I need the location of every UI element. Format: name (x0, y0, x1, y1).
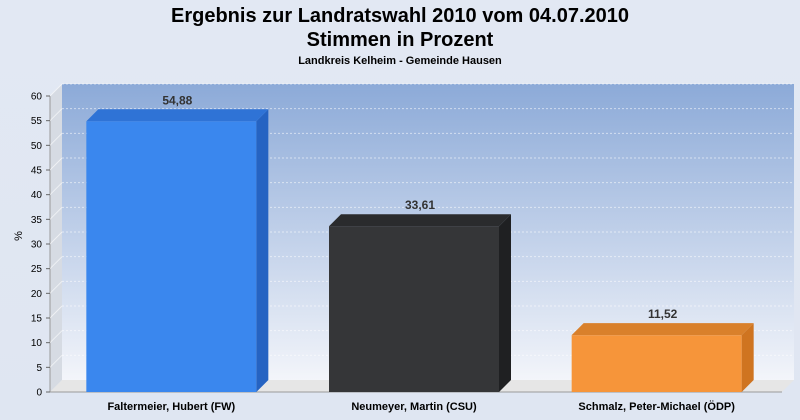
y-tick-label: 45 (31, 166, 43, 177)
bar (86, 121, 257, 392)
y-tick-label: 40 (31, 190, 43, 201)
bar-top (329, 214, 511, 227)
y-tick-label: 5 (36, 363, 42, 374)
y-tick-label: 20 (31, 289, 43, 300)
gridline-side (49, 231, 63, 245)
y-axis-label: % (13, 231, 25, 241)
gridline-side (49, 354, 63, 368)
bar-side (741, 323, 754, 392)
bar-side (256, 109, 269, 392)
bar-side (499, 214, 511, 392)
gridline-side (49, 330, 63, 344)
y-tick-label: 60 (31, 92, 43, 103)
y-tick-label: 0 (36, 388, 42, 399)
gridline-side (49, 132, 63, 146)
x-tick-label: Schmalz, Peter-Michael (ÖDP) (578, 400, 735, 413)
y-tick-label: 55 (31, 116, 43, 127)
y-tick-label: 25 (31, 264, 43, 275)
data-label: 33,61 (405, 198, 435, 212)
bar (571, 335, 742, 392)
y-tick-label: 35 (31, 215, 43, 226)
plot-area: 0 5 10 15 20 25 30 35 40 45 50 55 60 54,88 Faltermeier… (31, 83, 794, 413)
y-tick-label: 10 (31, 338, 43, 349)
x-tick-label: Faltermeier, Hubert (FW) (107, 401, 235, 413)
data-label: 54,88 (162, 93, 192, 107)
gridline-side (49, 182, 63, 196)
y-tick-label: 15 (31, 314, 43, 325)
gridline-side (49, 305, 63, 319)
bar-top (571, 323, 754, 336)
y-tick-label: 30 (31, 240, 43, 251)
gridline-side (49, 256, 63, 270)
chart-title: Ergebnis zur Landratswahl 2010 vom 04.07… (171, 5, 629, 27)
data-label: 11,52 (648, 307, 678, 321)
chart-title-line2: Stimmen in Prozent (307, 29, 494, 51)
chart-subtitle: Landkreis Kelheim - Gemeinde Hausen (298, 55, 502, 67)
gridline-side (49, 280, 63, 294)
x-tick-label: Neumeyer, Martin (CSU) (351, 401, 477, 413)
gridline-side (49, 206, 63, 220)
bar-top (86, 109, 269, 122)
gridline-side (49, 83, 63, 97)
gridline-side (49, 108, 63, 122)
gridline-side (49, 157, 63, 171)
bar (329, 226, 499, 392)
y-tick-label: 50 (31, 141, 43, 152)
